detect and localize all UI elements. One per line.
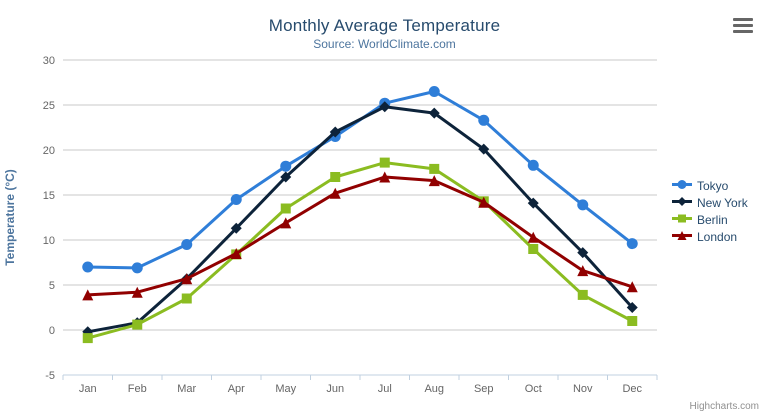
legend-marker-tokyo <box>677 179 687 189</box>
point-tokyo-aug[interactable] <box>428 86 440 97</box>
point-berlin-nov[interactable] <box>577 289 588 300</box>
point-london-sep[interactable] <box>478 196 490 208</box>
legend-marker-london <box>677 230 687 240</box>
x-tick-label-mar: Mar <box>177 383 196 395</box>
x-tick-label-may: May <box>275 383 296 395</box>
y-tick-label: 5 <box>49 280 55 292</box>
point-tokyo-jan[interactable] <box>82 261 94 273</box>
chart-title: Monthly Average Temperature <box>268 16 501 35</box>
y-axis-labels: -5 0 5 10 15 20 25 30 <box>43 55 55 382</box>
point-new-york-jul[interactable] <box>379 101 391 113</box>
y-tick-label: -5 <box>45 370 55 382</box>
y-tick-label: 20 <box>43 145 55 157</box>
x-tick-label-jan: Jan <box>79 383 97 395</box>
y-tick-label: 15 <box>43 190 55 202</box>
legend-label: London <box>697 229 738 244</box>
legend: Tokyo New York Berlin London <box>672 177 767 245</box>
point-new-york-jun[interactable] <box>329 126 341 138</box>
series-line-berlin[interactable] <box>86 161 634 340</box>
series-london <box>82 171 638 301</box>
y-tick-label: 10 <box>43 235 55 247</box>
point-new-york-aug[interactable] <box>428 107 440 119</box>
export-menu-button[interactable] <box>731 15 755 35</box>
x-tick-label-nov: Nov <box>573 383 593 395</box>
point-london-aug[interactable] <box>428 175 440 187</box>
hamburger-menu-icon <box>733 17 753 33</box>
x-tick-label-dec: Dec <box>622 383 642 395</box>
point-tokyo-dec[interactable] <box>626 238 638 250</box>
point-berlin-jun[interactable] <box>330 172 341 182</box>
point-new-york-oct[interactable] <box>527 197 539 209</box>
point-tokyo-oct[interactable] <box>527 159 539 171</box>
x-tick-label-aug: Aug <box>424 383 444 395</box>
legend-triangle-icon <box>672 229 692 245</box>
point-tokyo-nov[interactable] <box>577 199 589 211</box>
point-berlin-jul[interactable] <box>379 157 390 168</box>
point-tokyo-mar[interactable] <box>181 239 193 250</box>
point-new-york-nov[interactable] <box>577 247 589 259</box>
point-tokyo-feb[interactable] <box>131 262 143 274</box>
legend-item-london[interactable]: London <box>672 228 767 245</box>
point-new-york-sep[interactable] <box>478 143 490 155</box>
legend-item-tokyo[interactable]: Tokyo <box>672 177 767 194</box>
series-tokyo <box>82 86 638 274</box>
point-london-oct[interactable] <box>527 231 539 243</box>
legend-marker-new-york <box>677 196 687 206</box>
point-new-york-may[interactable] <box>280 171 292 183</box>
point-berlin-feb[interactable] <box>132 319 143 330</box>
x-tick-label-jun: Jun <box>326 383 344 395</box>
legend-label: Tokyo <box>697 178 729 193</box>
point-berlin-oct[interactable] <box>528 244 539 254</box>
point-london-dec[interactable] <box>626 281 638 293</box>
point-berlin-aug[interactable] <box>429 163 440 174</box>
point-london-feb[interactable] <box>131 286 143 298</box>
y-axis-title: Temperature (°C) <box>3 169 17 266</box>
legend-diamond-icon <box>672 195 692 211</box>
x-tick-label-feb: Feb <box>128 383 147 395</box>
point-tokyo-apr[interactable] <box>230 194 242 205</box>
point-london-jan[interactable] <box>82 289 94 301</box>
legend-square-icon <box>672 212 692 228</box>
legend-item-berlin[interactable]: Berlin <box>672 211 767 228</box>
point-tokyo-may[interactable] <box>280 160 292 172</box>
x-tick-label-jul: Jul <box>378 383 392 395</box>
legend-label: New York <box>697 195 748 210</box>
legend-label: Berlin <box>697 212 728 227</box>
x-tick-label-apr: Apr <box>228 383 245 395</box>
point-london-nov[interactable] <box>577 265 589 277</box>
x-tick-label-oct: Oct <box>525 383 542 395</box>
x-axis: Jan Feb Mar Apr May Jun Jul Aug Sep Oct Nov Dec <box>62 374 658 395</box>
point-berlin-jan[interactable] <box>82 333 93 344</box>
y-tick-label: 0 <box>49 325 55 337</box>
series-berlin <box>82 157 638 344</box>
point-london-jul[interactable] <box>379 171 391 183</box>
chart-subtitle: Source: WorldClimate.com <box>313 37 456 51</box>
y-tick-label: 30 <box>43 55 55 67</box>
series-new-york <box>82 101 638 338</box>
legend-marker-berlin <box>678 214 686 222</box>
point-london-apr[interactable] <box>230 248 242 259</box>
point-berlin-dec[interactable] <box>627 316 638 326</box>
highcharts-credits-link[interactable]: Highcharts.com <box>689 401 759 412</box>
point-tokyo-sep[interactable] <box>478 114 490 126</box>
point-london-jun[interactable] <box>329 187 341 199</box>
series-line-new-york[interactable] <box>86 105 634 334</box>
series-line-london[interactable] <box>86 175 634 297</box>
point-london-mar[interactable] <box>181 273 193 285</box>
point-berlin-may[interactable] <box>280 203 291 214</box>
y-tick-label: 25 <box>43 100 55 112</box>
legend-item-new-york[interactable]: New York <box>672 194 767 211</box>
point-new-york-apr[interactable] <box>230 222 242 234</box>
point-berlin-mar[interactable] <box>181 293 192 304</box>
x-tick-label-sep: Sep <box>474 383 494 395</box>
y-gridlines <box>63 59 657 376</box>
point-new-york-dec[interactable] <box>626 302 638 313</box>
legend-circle-icon <box>672 178 692 194</box>
point-london-may[interactable] <box>280 217 292 229</box>
